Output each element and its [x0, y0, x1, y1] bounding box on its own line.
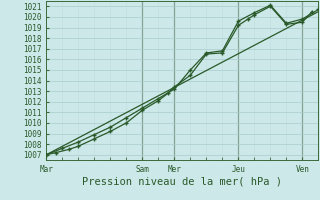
- X-axis label: Pression niveau de la mer( hPa ): Pression niveau de la mer( hPa ): [83, 177, 282, 187]
